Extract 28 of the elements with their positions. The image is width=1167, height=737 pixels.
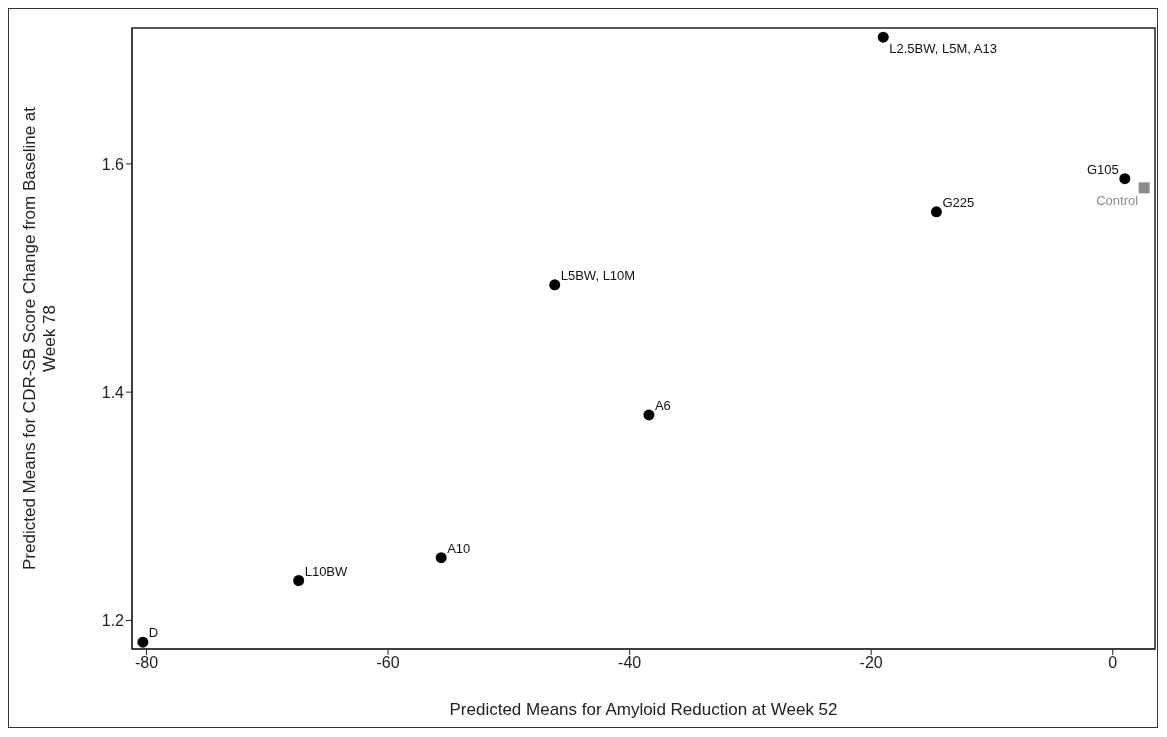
point (137, 636, 149, 648)
point (930, 206, 942, 218)
annotation: D (148, 625, 159, 641)
point (549, 279, 561, 291)
x-tick-label: -60 (376, 654, 400, 672)
point (293, 575, 305, 587)
point (1138, 182, 1150, 194)
annotation: L10BW (304, 563, 349, 579)
annotation: A10 (447, 540, 471, 556)
annotation: L5BW, L10M (560, 267, 636, 283)
annotation: G225 (942, 194, 975, 210)
point (435, 552, 447, 564)
x-tick-label: -40 (618, 654, 642, 672)
x-tick-label: -20 (859, 654, 883, 672)
point (643, 409, 655, 421)
annotation: L2.5BW, L5M, A13 (889, 41, 997, 57)
annotation: A6 (654, 397, 671, 413)
annotation: Control (1096, 192, 1139, 208)
x-axis-title: Predicted Means for Amyloid Reduction at Week 52 (449, 700, 838, 719)
annotation: G105 (1086, 161, 1119, 177)
y-axis-title: Predicted Means for CDR-SB Score Change from Baseline at Week 78 (20, 106, 59, 570)
point (877, 31, 889, 43)
x-tick-label: 0 (1108, 654, 1118, 672)
y-tick-label: 1.4 (101, 383, 125, 401)
point (1119, 173, 1131, 185)
x-tick-label: -80 (134, 654, 159, 672)
y-tick-label: 1.6 (101, 155, 125, 173)
y-tick-label: 1.2 (101, 612, 125, 630)
